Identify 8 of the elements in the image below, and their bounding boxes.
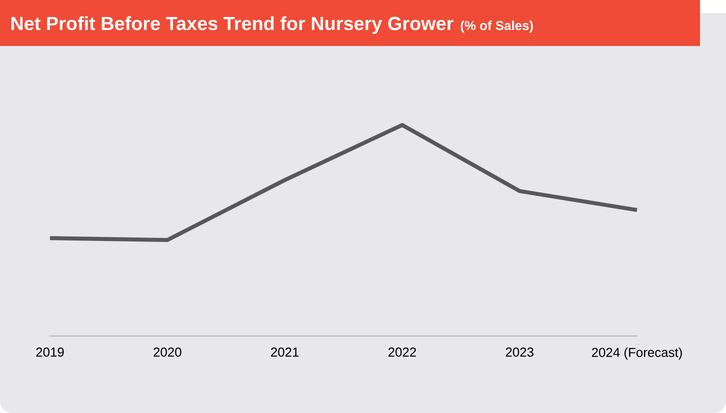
x-tick-label: 2020 (154, 348, 182, 357)
x-tick-label: 2021 (271, 348, 299, 357)
x-tick-label: 2023 (506, 348, 534, 357)
x-tick-label: 2022 (388, 348, 416, 357)
x-tick-label: 2024 (Forecast) (592, 348, 682, 360)
x-tick-label: 2019 (36, 348, 64, 357)
chart-subtitle: (% of Sales) (460, 20, 533, 33)
chart-title: Net Profit Before Taxes Trend for Nursery Grower (11, 16, 454, 34)
